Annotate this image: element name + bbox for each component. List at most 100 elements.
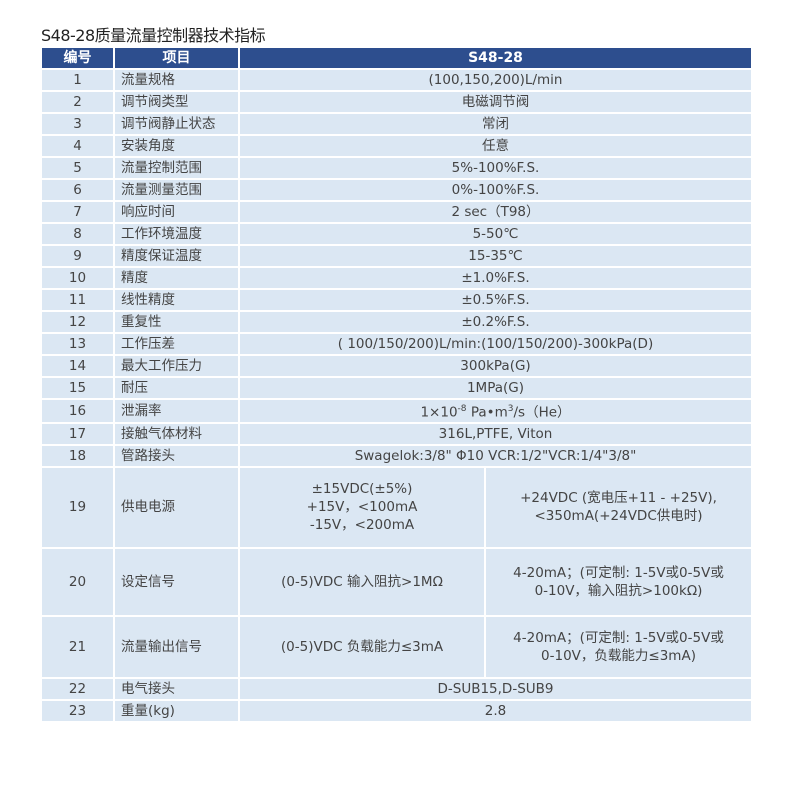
row-number: 15	[40, 376, 115, 400]
table-row: 6 流量测量范围 0%-100%F.S.	[40, 178, 753, 202]
value-part: -8	[457, 404, 467, 414]
row-number: 17	[40, 421, 115, 446]
row-value-left: (0-5)VDC 负载能力≤3mA	[238, 614, 486, 679]
table-row: 21 流量输出信号 (0-5)VDC 负载能力≤3mA 4-20mA；(可定制: 1-…	[40, 614, 753, 679]
value-part: /s（He）	[513, 404, 571, 421]
value-line: +24VDC (宽电压+11 - +25V),	[520, 490, 717, 506]
table-row: 7 响应时间 2 sec（T98）	[40, 200, 753, 224]
row-number: 10	[40, 266, 115, 290]
row-value-left: (0-5)VDC 输入阻抗>1MΩ	[238, 546, 486, 617]
value-line: (0-5)VDC 负载能力≤3mA	[280, 638, 444, 655]
page-title: S48-28质量流量控制器技术指标	[41, 26, 266, 45]
table-row: 11 线性精度 ±0.5%F.S.	[40, 288, 753, 312]
table-row: 3 调节阀静止状态 常闭	[40, 112, 753, 136]
row-number: 9	[40, 244, 115, 268]
row-item: 管路接头	[113, 443, 240, 468]
row-value-right: 4-20mA；(可定制: 1-5V或0-5V或 0-10V，负载能力≤3mA)	[484, 614, 753, 679]
row-value-left: ±15VDC(±5%) +15V，<100mA -15V，<200mA	[238, 465, 486, 549]
table-row: 1 流量规格 (100,150,200)L/min	[40, 68, 753, 92]
row-item: 泄漏率	[113, 398, 240, 424]
row-value: 1MPa(G)	[238, 376, 753, 400]
value-line: 4-20mA；(可定制: 1-5V或0-5V或	[513, 564, 724, 581]
row-number: 3	[40, 112, 115, 136]
row-number: 18	[40, 443, 115, 468]
row-number: 14	[40, 354, 115, 378]
table-header: 编号 项目 S48-28	[40, 46, 753, 70]
row-number: 2	[40, 90, 115, 114]
row-value: ( 100/150/200)L/min:(100/150/200)-300kPa…	[238, 332, 753, 356]
row-item: 耐压	[113, 376, 240, 400]
value-line: (0-5)VDC 输入阻抗>1MΩ	[281, 573, 443, 590]
row-item: 流量规格	[113, 68, 240, 92]
table-row: 15 耐压 1MPa(G)	[40, 376, 753, 400]
header-item: 项目	[113, 46, 240, 70]
row-value: 1×10-8 Pa•m3/s（He）	[238, 398, 753, 424]
table-row: 18 管路接头 Swagelok:3/8" Φ10 VCR:1/2"VCR:1/4"…	[40, 443, 753, 468]
spec-table: 编号 项目 S48-28 1 流量规格 (100,150,200)L/min 2 调节阀…	[40, 46, 753, 723]
row-number: 22	[40, 676, 115, 701]
row-number: 4	[40, 134, 115, 158]
row-value: 任意	[238, 134, 753, 158]
row-item: 接触气体材料	[113, 421, 240, 446]
row-item: 工作环境温度	[113, 222, 240, 246]
row-value: 5%-100%F.S.	[238, 156, 753, 180]
row-value: 316L,PTFE, Viton	[238, 421, 753, 446]
header-no: 编号	[40, 46, 115, 70]
value-part: 3	[507, 404, 514, 414]
row-value: 5-50℃	[238, 222, 753, 246]
row-number: 21	[40, 614, 115, 679]
table-row: 10 精度 ±1.0%F.S.	[40, 266, 753, 290]
value-part: 1×10	[420, 404, 458, 421]
row-number: 16	[40, 398, 115, 424]
table-row: 23 重量(kg) 2.8	[40, 698, 753, 723]
row-item: 流量输出信号	[113, 614, 240, 679]
row-number: 6	[40, 178, 115, 202]
value-line: <350mA(+24VDC供电时)	[534, 508, 703, 524]
row-item: 线性精度	[113, 288, 240, 312]
value-line: 0-10V，负载能力≤3mA)	[541, 647, 696, 664]
row-value-right: 4-20mA；(可定制: 1-5V或0-5V或 0-10V，输入阻抗>100kΩ)	[484, 546, 753, 617]
row-item: 响应时间	[113, 200, 240, 224]
row-value: D-SUB15,D-SUB9	[238, 676, 753, 701]
row-value: 0%-100%F.S.	[238, 178, 753, 202]
table-row: 16 泄漏率 1×10-8 Pa•m3/s（He）	[40, 398, 753, 424]
value-line: -15V，<200mA	[309, 517, 415, 533]
value-part: Pa•m	[466, 404, 508, 421]
row-item: 重量(kg)	[113, 698, 240, 723]
row-value: 2 sec（T98）	[238, 200, 753, 224]
row-value: ±0.2%F.S.	[238, 310, 753, 334]
row-item: 重复性	[113, 310, 240, 334]
value-line: ±15VDC(±5%)	[311, 481, 413, 497]
row-number: 8	[40, 222, 115, 246]
row-value: Swagelok:3/8" Φ10 VCR:1/2"VCR:1/4"3/8"	[238, 443, 753, 468]
table-row: 4 安装角度 任意	[40, 134, 753, 158]
table-row: 13 工作压差( 100/150/200)L/min:(100/150/200)-…	[40, 332, 753, 356]
row-number: 23	[40, 698, 115, 723]
value-line: +15V，<100mA	[306, 499, 418, 515]
row-item: 最大工作压力	[113, 354, 240, 378]
table-row: 14 最大工作压力 300kPa(G)	[40, 354, 753, 378]
row-value: (100,150,200)L/min	[238, 68, 753, 92]
row-item: 安装角度	[113, 134, 240, 158]
row-number: 1	[40, 68, 115, 92]
row-item: 流量测量范围	[113, 178, 240, 202]
table-row: 12 重复性 ±0.2%F.S.	[40, 310, 753, 334]
row-item: 精度	[113, 266, 240, 290]
table-row: 17 接触气体材料 316L,PTFE, Viton	[40, 421, 753, 446]
row-item: 设定信号	[113, 546, 240, 617]
row-number: 5	[40, 156, 115, 180]
table-row: 2 调节阀类型 电磁调节阀	[40, 90, 753, 114]
row-item: 电气接头	[113, 676, 240, 701]
value-line: 4-20mA；(可定制: 1-5V或0-5V或	[513, 629, 724, 646]
row-item: 流量控制范围	[113, 156, 240, 180]
row-item: 工作压差	[113, 332, 240, 356]
row-number: 7	[40, 200, 115, 224]
row-value: 2.8	[238, 698, 753, 723]
table-row: 8 工作环境温度 5-50℃	[40, 222, 753, 246]
row-value: 电磁调节阀	[238, 90, 753, 114]
table-row: 9 精度保证温度 15-35℃	[40, 244, 753, 268]
row-value: 常闭	[238, 112, 753, 136]
header-model: S48-28	[238, 46, 753, 70]
row-value: ±1.0%F.S.	[238, 266, 753, 290]
row-item: 精度保证温度	[113, 244, 240, 268]
